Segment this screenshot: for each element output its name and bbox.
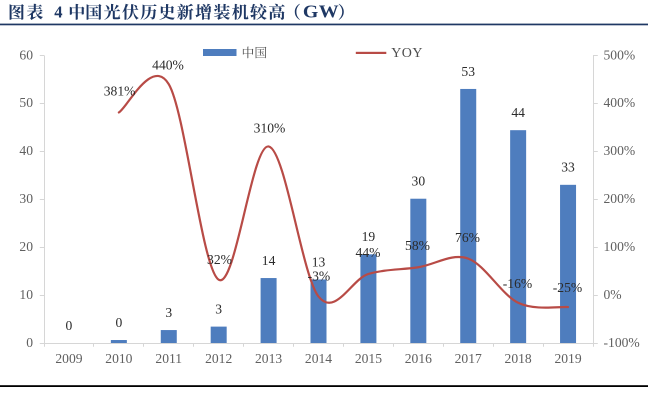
svg-text:2018: 2018 <box>505 351 532 366</box>
svg-text:2011: 2011 <box>155 351 182 366</box>
svg-text:381%: 381% <box>104 84 136 99</box>
svg-text:0: 0 <box>26 335 33 350</box>
svg-text:YOY: YOY <box>391 46 423 61</box>
svg-text:40: 40 <box>19 143 33 158</box>
svg-text:4: 4 <box>54 3 62 22</box>
svg-text:500%: 500% <box>604 47 636 62</box>
svg-text:-100%: -100% <box>604 335 640 350</box>
svg-text:53: 53 <box>461 64 475 79</box>
svg-text:13: 13 <box>312 254 326 269</box>
svg-text:60: 60 <box>19 47 33 62</box>
svg-text:200%: 200% <box>604 191 636 206</box>
svg-text:44%: 44% <box>356 245 381 260</box>
svg-text:33: 33 <box>561 160 575 175</box>
svg-text:32%: 32% <box>207 252 232 267</box>
svg-text:76%: 76% <box>455 230 480 245</box>
svg-text:2019: 2019 <box>554 351 581 366</box>
svg-text:50: 50 <box>19 95 33 110</box>
svg-text:-25%: -25% <box>553 280 582 295</box>
svg-text:2017: 2017 <box>455 351 482 366</box>
svg-text:2012: 2012 <box>205 351 232 366</box>
svg-text:44: 44 <box>511 105 525 120</box>
svg-text:2015: 2015 <box>355 351 382 366</box>
svg-text:310%: 310% <box>254 121 286 136</box>
svg-text:2010: 2010 <box>105 351 132 366</box>
svg-text:100%: 100% <box>604 239 636 254</box>
svg-text:19: 19 <box>362 229 376 244</box>
svg-text:58%: 58% <box>405 238 430 253</box>
svg-text:-16%: -16% <box>503 276 532 291</box>
svg-text:440%: 440% <box>152 58 184 73</box>
svg-text:GW: GW <box>303 3 339 23</box>
svg-text:-3%: -3% <box>308 269 331 284</box>
svg-text:2014: 2014 <box>305 351 332 366</box>
svg-text:0: 0 <box>66 318 73 333</box>
svg-text:3: 3 <box>165 305 172 320</box>
svg-text:400%: 400% <box>604 95 636 110</box>
svg-text:10: 10 <box>19 287 33 302</box>
svg-text:14: 14 <box>262 253 276 268</box>
svg-text:300%: 300% <box>604 143 636 158</box>
svg-text:30: 30 <box>412 174 426 189</box>
svg-text:0%: 0% <box>604 287 622 302</box>
svg-text:20: 20 <box>19 239 33 254</box>
svg-text:3: 3 <box>215 301 222 316</box>
svg-text:0: 0 <box>115 315 122 330</box>
svg-text:30: 30 <box>19 191 33 206</box>
svg-text:2016: 2016 <box>405 351 432 366</box>
svg-text:2009: 2009 <box>55 351 82 366</box>
svg-text:2013: 2013 <box>255 351 282 366</box>
